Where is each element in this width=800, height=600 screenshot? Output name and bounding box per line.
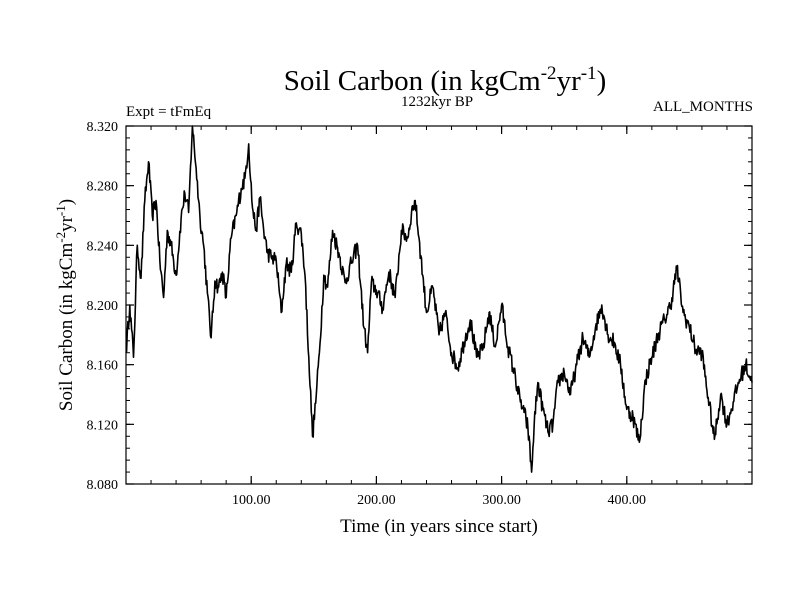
x-tick-label: 400.00 <box>608 493 647 508</box>
x-tick-label: 200.00 <box>357 493 396 508</box>
y-axis-label-mid: yr <box>56 215 77 232</box>
y-axis-label-end: ) <box>56 199 77 205</box>
y-tick-label: 8.120 <box>87 418 119 433</box>
y-tick-label: 8.240 <box>87 239 119 254</box>
chart-title-end: ) <box>597 65 607 97</box>
y-axis: 8.080 8.120 8.160 8.200 8.240 8.280 8.320 <box>87 120 752 493</box>
x-axis: 100.00 200.00 300.00 400.00 <box>150 126 728 508</box>
chart-title-mid: yr <box>557 65 582 97</box>
x-axis-label: Time (in years since start) <box>340 516 538 537</box>
y-axis-label-sup2: -1 <box>53 205 68 216</box>
subtitle-center: 1232kyr BP <box>401 94 473 110</box>
y-axis-label: Soil Carbon (in kgCm-2yr-1) <box>53 199 77 411</box>
y-tick-label: 8.160 <box>87 359 119 374</box>
chart-title-main: Soil Carbon (in kgCm <box>284 65 541 97</box>
y-tick-label: 8.320 <box>87 120 119 135</box>
x-tick-label: 300.00 <box>482 493 521 508</box>
y-tick-label: 8.080 <box>87 478 119 493</box>
y-axis-label-sup1: -2 <box>53 232 68 243</box>
chart-title: Soil Carbon (in kgCm-2yr-1) <box>284 63 606 97</box>
chart-title-sup1: -2 <box>541 63 557 84</box>
chart-title-sup2: -1 <box>581 63 597 84</box>
soil-carbon-series-line <box>125 125 753 473</box>
y-tick-label: 8.200 <box>87 299 119 314</box>
x-tick-label: 100.00 <box>232 493 271 508</box>
subtitle-left: Expt = tFmEq <box>126 104 212 120</box>
y-axis-label-main: Soil Carbon (in kgCm <box>56 243 77 412</box>
subtitle-right: ALL_MONTHS <box>653 99 753 115</box>
plot-frame <box>125 125 753 485</box>
y-tick-label: 8.280 <box>87 180 119 195</box>
